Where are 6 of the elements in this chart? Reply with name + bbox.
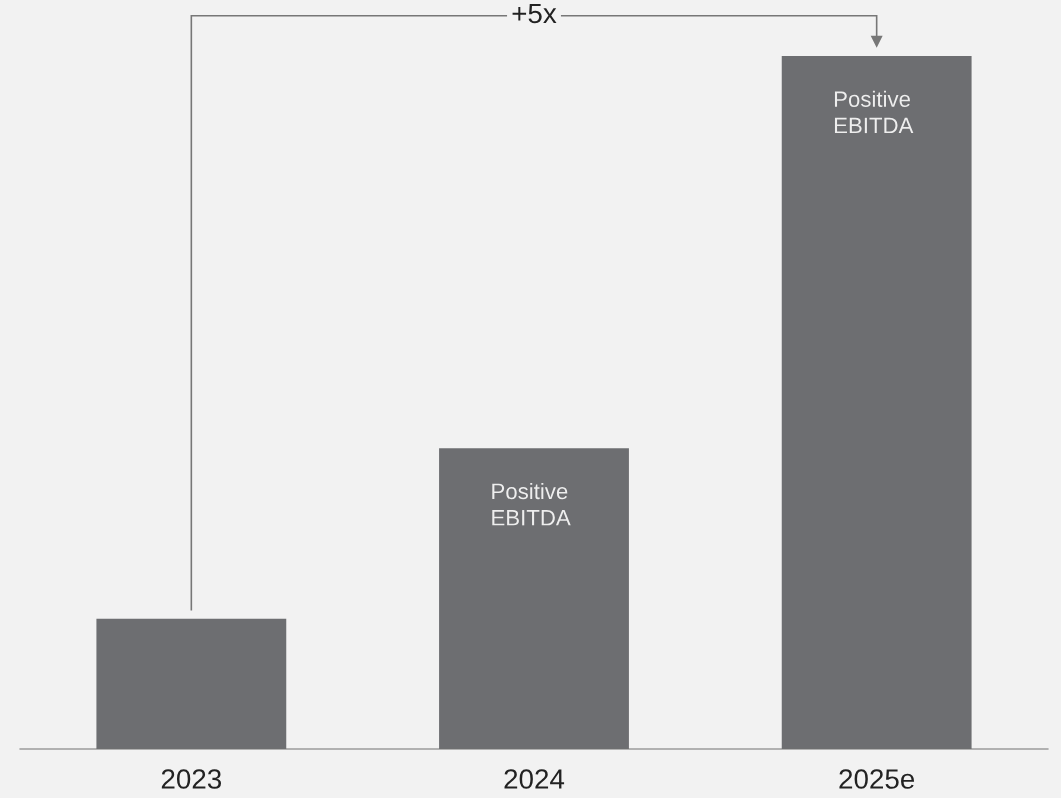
annotation: Positive EBITDA	[834, 90, 914, 134]
x-tick-label: 2023	[161, 769, 222, 789]
x-tick-label: 2024	[504, 769, 565, 789]
x-tick-label: 2025e	[839, 769, 915, 789]
text: +5x	[512, 3, 557, 24]
annotation: Positive EBITDA	[492, 482, 571, 526]
